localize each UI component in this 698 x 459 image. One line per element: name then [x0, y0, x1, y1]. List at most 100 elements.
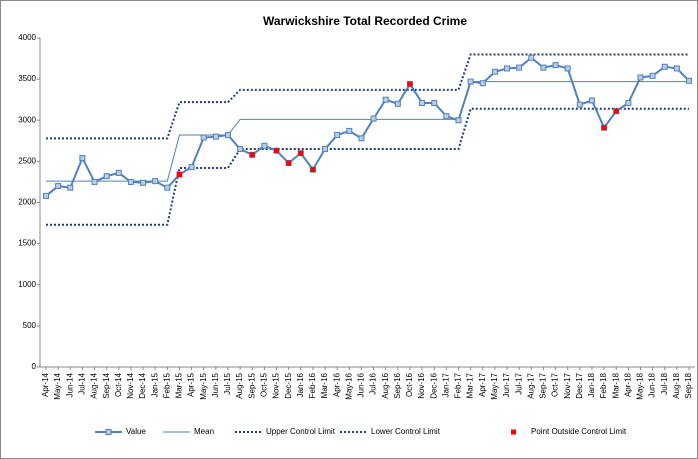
x-tick-label: Mar-18: [611, 372, 620, 398]
value-marker: [443, 113, 450, 120]
value-marker: [431, 99, 438, 106]
value-marker: [637, 74, 644, 81]
value-marker: [115, 169, 122, 176]
x-tick-label: Nov-17: [563, 372, 572, 398]
legend-marker: [511, 429, 516, 435]
legend-label: Point Outside Control Limit: [531, 427, 627, 436]
value-marker: [152, 178, 159, 185]
value-marker: [528, 54, 535, 61]
value-marker: [346, 127, 353, 134]
x-tick-label: Oct-16: [405, 372, 414, 397]
outside-marker: [286, 160, 292, 166]
value-marker: [43, 192, 49, 199]
x-tick-label: Jul-17: [514, 372, 523, 394]
outside-marker: [601, 125, 607, 131]
y-tick-label: 2500: [18, 156, 36, 165]
x-tick-label: Mar-17: [466, 372, 475, 398]
x-tick-label: May-17: [490, 372, 499, 399]
value-marker: [382, 96, 389, 103]
legend-label: Mean: [194, 427, 214, 436]
x-tick-label: Apr-18: [623, 372, 632, 397]
value-marker: [576, 101, 583, 108]
x-tick-label: Jul-14: [78, 372, 87, 394]
x-tick-label: Aug-14: [90, 372, 99, 398]
value-marker: [127, 178, 134, 185]
series-line: [46, 107, 689, 226]
value-marker: [370, 115, 377, 122]
x-tick-label: Jun-17: [502, 372, 511, 397]
x-tick-label: May-14: [53, 372, 62, 399]
x-tick-label: Sep-16: [393, 372, 402, 398]
value-marker: [673, 65, 680, 72]
value-marker: [103, 173, 110, 180]
y-tick-label: 2000: [18, 198, 36, 207]
outside-marker: [613, 108, 619, 114]
x-tick-label: Sep-15: [247, 372, 256, 398]
value-marker: [504, 65, 511, 72]
x-tick-label: Dec-17: [575, 372, 584, 398]
outside-marker: [176, 172, 182, 178]
y-tick-label: 4000: [18, 33, 36, 42]
x-tick-label: Jan-17: [441, 372, 450, 397]
legend-label: Upper Control Limit: [266, 427, 336, 436]
x-tick-label: Nov-16: [417, 372, 426, 398]
value-marker: [516, 64, 523, 71]
y-tick-label: 3500: [18, 74, 36, 83]
value-marker: [467, 78, 474, 85]
x-tick-label: May-16: [344, 372, 353, 399]
x-tick-label: Apr-14: [41, 372, 50, 397]
outside-marker: [274, 148, 280, 154]
value-marker: [67, 184, 74, 191]
outside-marker: [407, 81, 413, 87]
x-tick-label: Oct-15: [259, 372, 268, 397]
x-tick-label: Jun-14: [65, 372, 74, 397]
value-marker: [661, 63, 668, 70]
value-marker: [164, 184, 171, 191]
series-line: [46, 53, 689, 140]
value-marker: [188, 164, 195, 171]
x-tick-label: Mar-15: [175, 372, 184, 398]
x-tick-label: Aug-18: [672, 372, 681, 398]
x-tick-label: Jan-15: [150, 372, 159, 397]
outside-marker: [249, 152, 255, 158]
value-marker: [394, 100, 401, 107]
value-marker: [649, 72, 656, 79]
x-tick-label: Apr-16: [332, 372, 341, 397]
value-marker: [552, 62, 559, 69]
value-marker: [419, 99, 426, 106]
value-marker: [491, 68, 498, 75]
y-tick-label: 3000: [18, 115, 36, 124]
x-tick-label: Aug-15: [235, 372, 244, 398]
x-tick-label: May-18: [636, 372, 645, 399]
x-tick-label: Oct-17: [551, 372, 560, 397]
x-tick-label: Jun-18: [648, 372, 657, 397]
value-marker: [540, 64, 547, 71]
value-marker: [79, 155, 86, 162]
x-tick-label: Feb-17: [454, 372, 463, 398]
value-marker: [322, 146, 329, 153]
x-tick-label: Sep-18: [684, 372, 693, 398]
x-tick-label: Jun-16: [357, 372, 366, 397]
x-tick-label: Mar-16: [320, 372, 329, 398]
x-tick-label: Feb-18: [599, 372, 608, 398]
x-tick-label: Aug-17: [526, 372, 535, 398]
x-tick-label: Nov-14: [126, 372, 135, 398]
value-marker: [212, 133, 219, 140]
legend-label: Lower Control Limit: [371, 427, 441, 436]
x-tick-label: Feb-16: [308, 372, 317, 398]
value-marker: [334, 132, 341, 139]
value-marker: [237, 146, 244, 153]
y-tick-label: 500: [23, 321, 37, 330]
x-tick-label: Dec-16: [429, 372, 438, 398]
value-marker: [55, 183, 62, 190]
value-marker: [358, 135, 365, 142]
value-marker: [686, 77, 692, 84]
x-tick-label: Jul-18: [660, 372, 669, 394]
value-marker: [625, 99, 632, 106]
value-marker: [261, 142, 268, 149]
value-marker: [200, 134, 207, 141]
x-tick-label: Nov-15: [272, 372, 281, 398]
y-tick-label: 1000: [18, 280, 36, 289]
x-tick-label: Sep-17: [539, 372, 548, 398]
